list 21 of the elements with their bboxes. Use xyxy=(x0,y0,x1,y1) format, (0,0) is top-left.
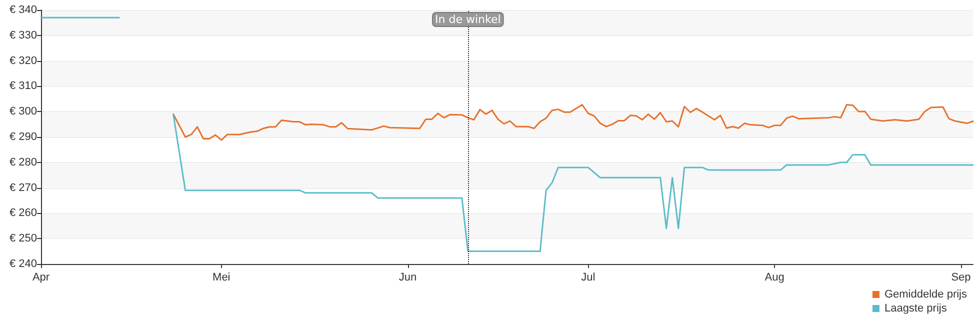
x-tick-label: Apr xyxy=(32,272,50,284)
ref-line-label: In de winkel xyxy=(435,13,501,26)
y-tick-label: € 300 xyxy=(9,106,37,118)
legend-label: Laagste prijs xyxy=(884,302,948,314)
x-tick-label: Aug xyxy=(764,272,784,284)
y-tick-label: € 270 xyxy=(9,182,37,194)
y-tick-label: € 280 xyxy=(9,156,37,168)
legend-label: Gemiddelde prijs xyxy=(884,288,968,300)
x-tick-label: Sep xyxy=(951,272,971,284)
y-tick-label: € 250 xyxy=(9,232,37,245)
y-tick-label: € 260 xyxy=(9,207,37,220)
x-tick-label: Jul xyxy=(581,272,596,284)
y-tick-label: € 330 xyxy=(9,29,37,42)
y-tick-label: € 320 xyxy=(9,54,37,67)
x-tick-label: Jun xyxy=(398,272,417,284)
x-tick-label: Mei xyxy=(212,272,230,284)
y-tick-label: € 340 xyxy=(9,4,37,16)
y-tick-label: € 290 xyxy=(9,131,37,143)
line-series xyxy=(172,104,974,141)
y-tick-label: € 240 xyxy=(9,258,37,270)
y-tick-label: € 310 xyxy=(9,80,37,92)
